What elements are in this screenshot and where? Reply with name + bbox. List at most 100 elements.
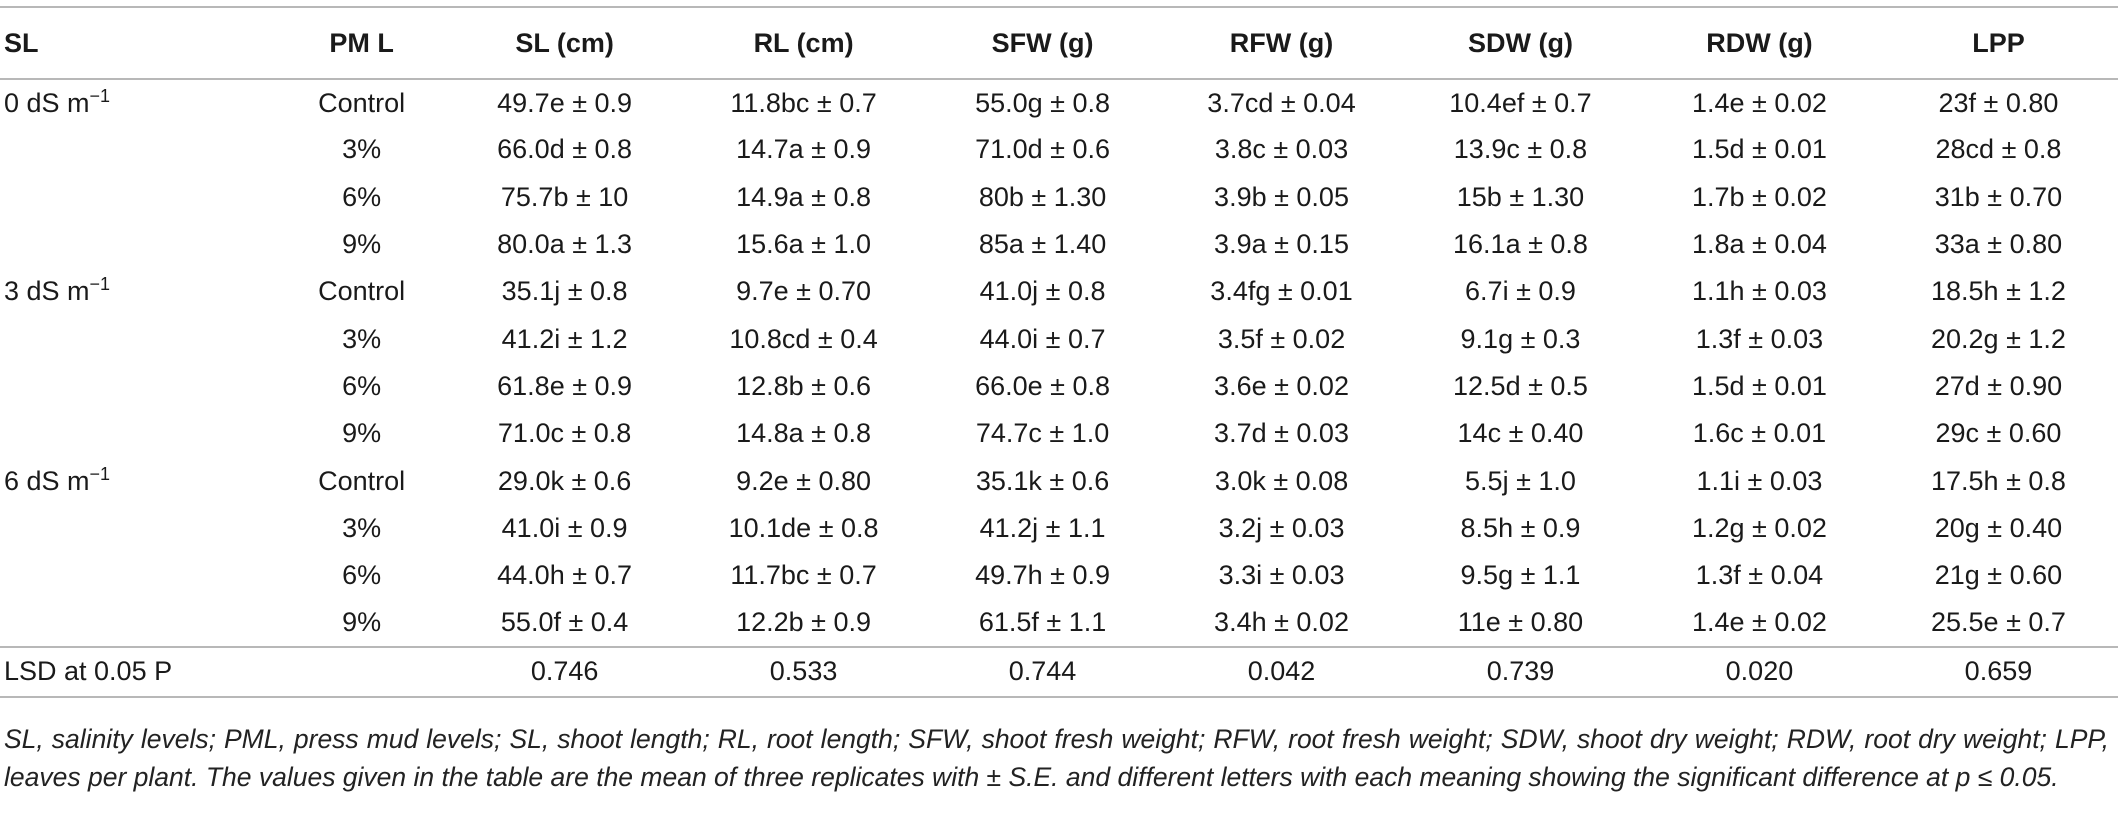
lsd-value-cell: 0.042 (1162, 645, 1401, 698)
value-cell: 6.7i ± 0.9 (1465, 276, 1576, 307)
value-cell: 1.6c ± 0.01 (1692, 418, 1827, 449)
lsd-row: LSD at 0.05 P 0.746 0.533 0.744 0.042 0.739 0.… (0, 645, 2118, 698)
press-mud-level-cell: 6% (342, 560, 382, 591)
salinity-level-cell (0, 505, 278, 552)
salinity-level-cell (0, 315, 278, 362)
value-cell: 16.1a ± 0.8 (1453, 229, 1588, 260)
value-cell: 41.2i ± 1.2 (501, 323, 628, 354)
table-header: SL PM L SL (cm) RL (cm) SFW (g) RFW (g) … (0, 6, 2118, 80)
value-cell: 9.5g ± 1.1 (1460, 560, 1581, 591)
value-cell: 29c ± 0.60 (1935, 418, 2062, 449)
value-cell: 71.0d ± 0.6 (975, 134, 1110, 165)
value-cell: 5.5j ± 1.0 (1465, 465, 1576, 496)
lsd-value-cell: 0.659 (1878, 645, 2118, 698)
header-shoot-length: SL (cm) (445, 6, 685, 80)
lsd-value-cell: 0.739 (1401, 645, 1640, 698)
header-shoot-dry-weight: SDW (g) (1401, 6, 1640, 80)
value-cell: 3.6e ± 0.02 (1214, 370, 1349, 401)
value-cell: 14.7a ± 0.9 (736, 134, 872, 165)
header-row: SL PM L SL (cm) RL (cm) SFW (g) RFW (g) … (0, 6, 2118, 80)
table-row: 9% 55.0f ± 0.4 12.2b ± 0.9 61.5f ± 1.1 3.4h … (0, 599, 2118, 646)
value-cell: 49.7h ± 0.9 (975, 560, 1110, 591)
salinity-level-cell (0, 410, 278, 457)
value-cell: 55.0f ± 0.4 (500, 606, 629, 637)
press-mud-level-cell: 3% (342, 512, 382, 543)
value-cell: 21g ± 0.60 (1934, 560, 2063, 591)
press-mud-level-cell: 9% (342, 229, 382, 260)
value-cell: 8.5h ± 0.9 (1460, 512, 1581, 543)
salinity-level-cell (0, 363, 278, 410)
value-cell: 1.3f ± 0.03 (1695, 323, 1824, 354)
salinity-level-cell: 0 dS m−1 (0, 79, 278, 126)
header-root-dry-weight: RDW (g) (1639, 6, 1879, 80)
table-row: 3% 66.0d ± 0.8 14.7a ± 0.9 71.0d ± 0.6 3.8c … (0, 126, 2118, 173)
salinity-level-exponent: −1 (89, 85, 111, 106)
value-cell: 74.7c ± 1.0 (975, 418, 1110, 449)
salinity-level-cell (0, 552, 278, 599)
header-root-fresh-weight: RFW (g) (1162, 6, 1401, 80)
value-cell: 20g ± 0.40 (1934, 512, 2063, 543)
value-cell: 3.2j ± 0.03 (1218, 512, 1345, 543)
value-cell: 9.2e ± 0.80 (736, 465, 872, 496)
value-cell: 15b ± 1.30 (1456, 181, 1585, 212)
value-cell: 41.0i ± 0.9 (501, 512, 628, 543)
value-cell: 1.5d ± 0.01 (1691, 134, 1827, 165)
value-cell: 33a ± 0.80 (1934, 229, 2063, 260)
value-cell: 61.5f ± 1.1 (978, 606, 1107, 637)
value-cell: 3.4h ± 0.02 (1214, 606, 1349, 637)
header-shoot-fresh-weight: SFW (g) (923, 6, 1163, 80)
value-cell: 25.5e ± 0.7 (1931, 606, 2066, 637)
value-cell: 3.3i ± 0.03 (1218, 560, 1345, 591)
value-cell: 17.5h ± 0.8 (1931, 465, 2066, 496)
value-cell: 12.2b ± 0.9 (736, 606, 872, 637)
value-cell: 11.7bc ± 0.7 (730, 560, 877, 591)
value-cell: 29.0k ± 0.6 (497, 465, 632, 496)
table-row: 9% 80.0a ± 1.3 15.6a ± 1.0 85a ± 1.40 3.9a ±… (0, 221, 2118, 268)
press-mud-level-cell: 6% (342, 370, 382, 401)
lsd-label: LSD at 0.05 P (0, 645, 446, 698)
value-cell: 14c ± 0.40 (1457, 418, 1584, 449)
value-cell: 14.8a ± 0.8 (736, 418, 872, 449)
value-cell: 66.0d ± 0.8 (497, 134, 633, 165)
value-cell: 80b ± 1.30 (978, 181, 1107, 212)
value-cell: 11e ± 0.80 (1457, 606, 1584, 637)
salinity-level-text: 0 dS m (4, 87, 90, 118)
value-cell: 12.8b ± 0.6 (736, 370, 872, 401)
header-pml: PM L (278, 6, 446, 80)
value-cell: 41.2j ± 1.1 (979, 512, 1106, 543)
value-cell: 1.4e ± 0.02 (1691, 606, 1827, 637)
salinity-level-text: 3 dS m (4, 276, 90, 307)
lsd-value-cell: 0.533 (684, 645, 924, 698)
value-cell: 66.0e ± 0.8 (975, 370, 1110, 401)
press-mud-level-cell: 9% (342, 606, 382, 637)
salinity-level-cell (0, 126, 278, 173)
value-cell: 12.5d ± 0.5 (1453, 370, 1588, 401)
salinity-level-cell (0, 599, 278, 646)
value-cell: 15.6a ± 1.0 (736, 229, 872, 260)
value-cell: 23f ± 0.80 (1938, 87, 2059, 118)
value-cell: 14.9a ± 0.8 (736, 181, 872, 212)
value-cell: 10.1de ± 0.8 (728, 512, 879, 543)
table-row: 6 dS m−1 Control 29.0k ± 0.6 9.2e ± 0.80 35.… (0, 457, 2118, 504)
value-cell: 3.7cd ± 0.04 (1207, 87, 1356, 118)
lsd-value-cell: 0.746 (445, 645, 685, 698)
value-cell: 1.3f ± 0.04 (1695, 560, 1824, 591)
value-cell: 1.7b ± 0.02 (1691, 181, 1827, 212)
press-mud-level-cell: 3% (342, 323, 382, 354)
value-cell: 1.4e ± 0.02 (1691, 87, 1827, 118)
value-cell: 3.0k ± 0.08 (1214, 465, 1349, 496)
value-cell: 3.9a ± 0.15 (1214, 229, 1349, 260)
press-mud-level-cell: 9% (342, 418, 382, 449)
value-cell: 44.0h ± 0.7 (497, 560, 633, 591)
salinity-level-cell: 3 dS m−1 (0, 268, 278, 315)
table-row: 6% 61.8e ± 0.9 12.8b ± 0.6 66.0e ± 0.8 3.6e … (0, 363, 2118, 410)
table-row: 6% 44.0h ± 0.7 11.7bc ± 0.7 49.7h ± 0.9 3.3i… (0, 552, 2118, 599)
value-cell: 1.1h ± 0.03 (1691, 276, 1827, 307)
press-mud-level-cell: Control (318, 87, 406, 118)
value-cell: 80.0a ± 1.3 (497, 229, 633, 260)
value-cell: 28cd ± 0.8 (1935, 134, 2062, 165)
lsd-value-cell: 0.020 (1639, 645, 1879, 698)
press-mud-level-cell: 6% (342, 181, 382, 212)
value-cell: 3.4fg ± 0.01 (1210, 276, 1353, 307)
